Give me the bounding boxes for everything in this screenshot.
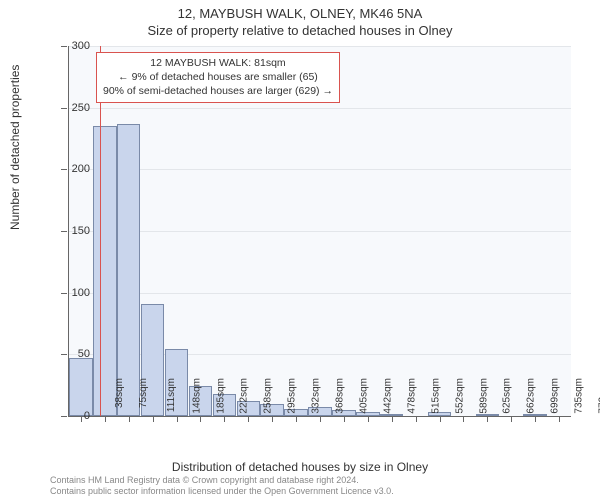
gridline [69,231,571,232]
x-tick-label: 111sqm [166,378,177,412]
histogram-bar [117,124,140,416]
x-tick [511,416,512,422]
x-tick-label: 625sqm [502,378,513,414]
x-tick-label: 75sqm [138,378,149,408]
chart-title-main: 12, MAYBUSH WALK, OLNEY, MK46 5NA [0,0,600,21]
x-tick [416,416,417,422]
x-tick-label: 552sqm [454,378,465,414]
footer-line-2: Contains public sector information licen… [50,486,394,498]
footer-attribution: Contains HM Land Registry data © Crown c… [50,475,394,498]
y-tick-label: 300 [60,40,90,52]
histogram-bar [69,358,92,416]
x-tick-label: 735sqm [574,378,585,414]
y-tick-label: 250 [60,102,90,114]
y-tick-label: 200 [60,163,90,175]
x-tick-label: 295sqm [287,378,298,414]
gridline [69,169,571,170]
x-tick-label: 332sqm [311,378,322,414]
info-line-1: 12 MAYBUSH WALK: 81sqm [103,56,333,70]
x-tick-label: 442sqm [382,378,393,414]
y-tick-label: 150 [60,225,90,237]
x-tick-label: 662sqm [526,378,537,414]
property-info-box: 12 MAYBUSH WALK: 81sqm ← 9% of detached … [96,52,340,103]
x-tick-label: 222sqm [239,378,250,414]
gridline [69,108,571,109]
x-tick [105,416,106,422]
x-axis-label: Distribution of detached houses by size … [0,460,600,474]
x-tick-label: 148sqm [191,378,202,414]
y-axis-label: Number of detached properties [8,65,22,230]
x-tick [177,416,178,422]
x-tick [463,416,464,422]
x-tick-label: 185sqm [215,378,226,414]
y-tick-label: 0 [60,410,90,422]
x-tick [248,416,249,422]
x-tick [272,416,273,422]
x-tick [368,416,369,422]
y-tick-label: 100 [60,287,90,299]
x-tick-label: 515sqm [430,378,441,414]
x-tick [440,416,441,422]
x-tick-label: 699sqm [550,378,561,414]
x-tick [153,416,154,422]
x-tick [344,416,345,422]
x-tick [129,416,130,422]
footer-line-1: Contains HM Land Registry data © Crown c… [50,475,394,487]
gridline [69,293,571,294]
histogram-bar [93,126,116,416]
chart-title-sub: Size of property relative to detached ho… [0,21,600,38]
x-tick [535,416,536,422]
x-tick [392,416,393,422]
x-tick [320,416,321,422]
x-tick [487,416,488,422]
gridline [69,46,571,47]
x-tick-label: 258sqm [263,378,274,414]
x-tick [296,416,297,422]
x-tick-label: 589sqm [478,378,489,414]
x-tick [224,416,225,422]
info-line-3: 90% of semi-detached houses are larger (… [103,84,333,98]
x-tick [559,416,560,422]
x-tick-label: 368sqm [335,378,346,414]
x-tick [200,416,201,422]
info-line-2: ← 9% of detached houses are smaller (65) [103,70,333,84]
y-tick-label: 50 [60,348,90,360]
x-tick-label: 38sqm [114,378,125,408]
x-tick-label: 405sqm [359,378,370,414]
x-tick-label: 478sqm [406,378,417,414]
